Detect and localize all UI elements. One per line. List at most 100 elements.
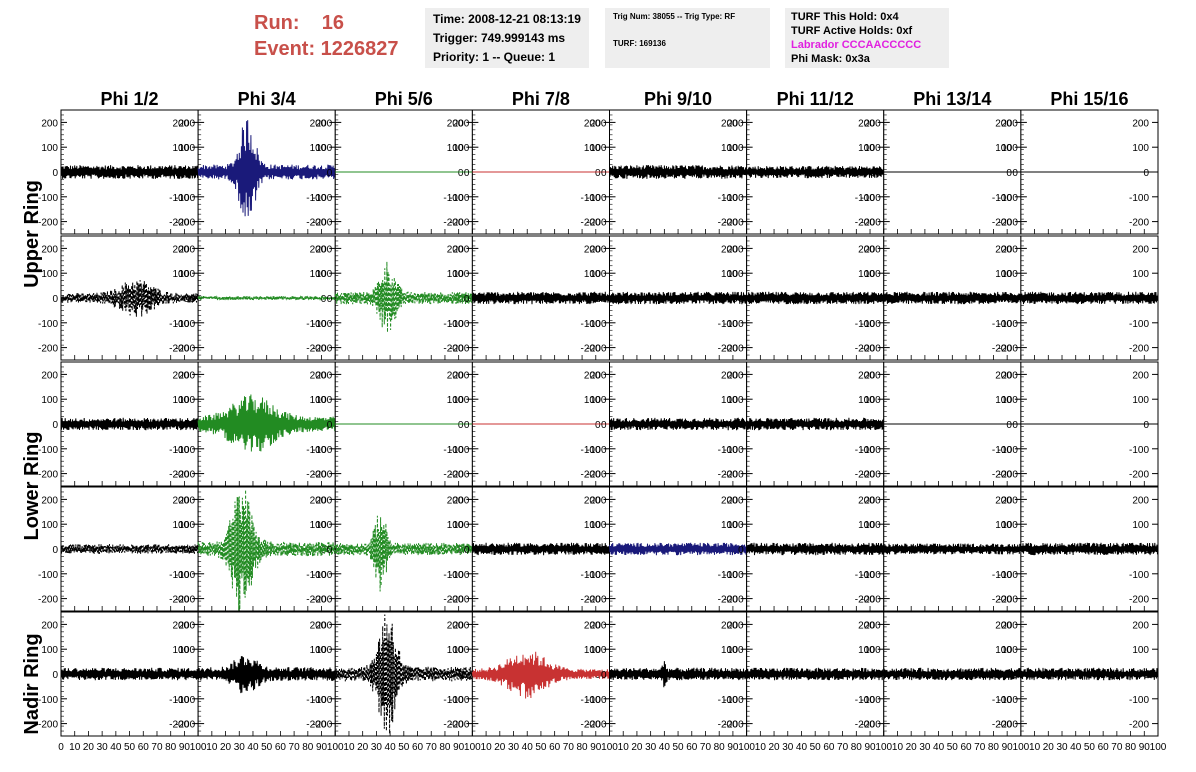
y-tick-label: -200 — [586, 344, 606, 355]
y-tick-label: -200 — [586, 470, 606, 481]
y-tick-label: 100 — [316, 269, 333, 280]
y-tick-label: -100 — [580, 319, 600, 330]
y-tick-label: -100 — [855, 319, 875, 330]
y-tick-label: 100 — [172, 395, 189, 406]
x-tick-label: 50 — [398, 742, 410, 753]
x-tick-label: 80 — [851, 742, 863, 753]
waveform-trace — [334, 261, 473, 333]
ring-label: Nadir Ring — [21, 633, 43, 734]
y-tick-label: -200 — [169, 470, 189, 481]
y-tick-label: 0 — [464, 420, 470, 431]
x-tick-label: 50 — [1084, 742, 1096, 753]
waveform-trace — [60, 165, 199, 179]
ring-label: Lower Ring — [21, 432, 43, 541]
x-tick-label: 50 — [124, 742, 136, 753]
y-tick-label: -200 — [312, 470, 332, 481]
y-tick-label: -200 — [718, 720, 738, 731]
y-tick-label: -200 — [1129, 344, 1149, 355]
y-tick-label: 200 — [453, 118, 470, 129]
y-tick-label: 200 — [995, 370, 1012, 381]
x-tick-label: 0 — [58, 742, 64, 753]
y-tick-label: -200 — [306, 720, 326, 731]
y-tick-label: -200 — [312, 720, 332, 731]
x-tick-label: 10 — [206, 742, 218, 753]
y-tick-label: -100 — [169, 319, 189, 330]
y-tick-label: 0 — [1006, 168, 1012, 179]
y-tick-label: -200 — [169, 344, 189, 355]
y-tick-label: -200 — [38, 344, 58, 355]
waveform-trace — [471, 651, 610, 699]
y-tick-label: 200 — [590, 620, 607, 631]
y-tick-label: -200 — [992, 720, 1012, 731]
y-tick-label: 200 — [316, 620, 333, 631]
priority-text: Priority: 1 -- Queue: 1 — [433, 50, 556, 64]
x-tick-label: 30 — [234, 742, 246, 753]
x-tick-label: 100 — [875, 742, 892, 753]
y-tick-label: 200 — [721, 244, 738, 255]
y-tick-label: -100 — [998, 695, 1018, 706]
y-tick-label: -100 — [449, 570, 469, 581]
x-tick-label: 60 — [138, 742, 150, 753]
y-tick-label: 200 — [453, 370, 470, 381]
column-header: Phi 13/14 — [913, 89, 991, 109]
y-tick-label: 200 — [858, 244, 875, 255]
y-tick-label: -100 — [718, 695, 738, 706]
y-tick-label: -200 — [855, 218, 875, 229]
x-tick-label: 70 — [426, 742, 438, 753]
y-tick-label: 100 — [1132, 645, 1149, 656]
x-tick-label: 60 — [275, 742, 287, 753]
x-tick-label: 10 — [1029, 742, 1041, 753]
y-tick-label: -200 — [855, 344, 875, 355]
y-tick-label: 100 — [858, 520, 875, 531]
x-tick-label: 40 — [659, 742, 671, 753]
waveform-trace — [609, 661, 748, 688]
waveform-trace — [883, 543, 1022, 555]
y-tick-label: 200 — [1001, 495, 1018, 506]
x-tick-label: 30 — [1056, 742, 1068, 753]
x-tick-label: 40 — [1070, 742, 1082, 753]
y-tick-label: -200 — [580, 470, 600, 481]
y-tick-label: 100 — [858, 143, 875, 154]
y-tick-label: 200 — [858, 118, 875, 129]
x-tick-label: 40 — [933, 742, 945, 753]
y-tick-label: -100 — [998, 193, 1018, 204]
y-tick-label: -100 — [861, 193, 881, 204]
x-tick-label: 90 — [1139, 742, 1151, 753]
y-tick-label: -200 — [175, 720, 195, 731]
y-tick-label: 100 — [864, 395, 881, 406]
y-tick-label: 100 — [41, 269, 58, 280]
x-tick-label: 50 — [535, 742, 547, 753]
y-tick-label: -100 — [306, 445, 326, 456]
y-tick-label: -200 — [443, 595, 463, 606]
y-tick-label: -100 — [1129, 445, 1149, 456]
x-tick-label: 20 — [83, 742, 95, 753]
x-tick-label: 80 — [439, 742, 451, 753]
y-tick-label: -100 — [992, 319, 1012, 330]
y-tick-label: -100 — [306, 695, 326, 706]
y-tick-label: -200 — [306, 595, 326, 606]
y-tick-label: -100 — [169, 193, 189, 204]
y-tick-label: 100 — [178, 395, 195, 406]
y-tick-label: -200 — [449, 595, 469, 606]
y-tick-label: -100 — [312, 570, 332, 581]
y-tick-label: -200 — [443, 218, 463, 229]
y-tick-label: 0 — [738, 420, 744, 431]
time-info-box: Time: 2008-12-21 08:13:19 Trigger: 749.9… — [425, 8, 589, 68]
x-tick-label: 50 — [261, 742, 273, 753]
y-tick-label: 200 — [590, 118, 607, 129]
y-tick-label: 100 — [584, 645, 601, 656]
y-tick-label: -100 — [586, 319, 606, 330]
y-tick-label: -100 — [855, 695, 875, 706]
y-tick-label: 0 — [601, 294, 607, 305]
y-tick-label: 100 — [172, 520, 189, 531]
y-tick-label: 0 — [738, 670, 744, 681]
y-tick-label: 200 — [864, 495, 881, 506]
y-tick-label: -100 — [306, 570, 326, 581]
waveform-trace — [471, 291, 610, 305]
y-tick-label: -100 — [586, 695, 606, 706]
y-tick-label: 0 — [321, 294, 327, 305]
y-tick-label: -100 — [175, 319, 195, 330]
y-tick-label: -100 — [586, 193, 606, 204]
y-tick-label: -100 — [175, 695, 195, 706]
